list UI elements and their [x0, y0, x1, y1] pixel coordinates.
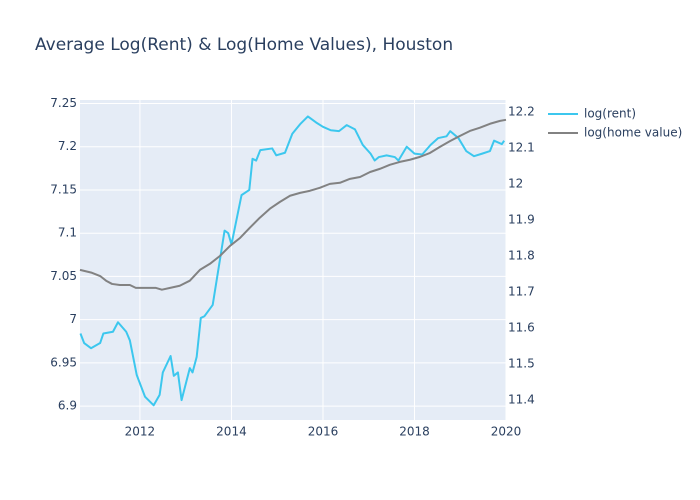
y-tick-label: 7.05 [50, 269, 77, 283]
x-tick-label: 2020 [491, 425, 522, 439]
y2-tick-label: 11.4 [508, 392, 535, 406]
y2-tick-label: 11.6 [508, 320, 535, 334]
y-tick-label: 7 [69, 312, 77, 326]
legend-label: log(rent) [584, 107, 636, 121]
y2-tick-label: 12.1 [508, 140, 535, 154]
y2-tick-label: 12.2 [508, 104, 535, 118]
y-tick-label: 7.1 [58, 226, 77, 240]
x-tick-label: 2018 [399, 425, 430, 439]
y-tick-label: 7.25 [50, 96, 77, 110]
x-tick-label: 2016 [308, 425, 339, 439]
series-line [79, 115, 506, 407]
y2-tick-label: 12 [508, 176, 523, 190]
y2-tick-label: 11.9 [508, 212, 535, 226]
plot-background [80, 100, 506, 420]
y-tick-label: 6.95 [50, 355, 77, 369]
y2-tick-label: 11.7 [508, 284, 535, 298]
x-tick-label: 2014 [216, 425, 247, 439]
y2-tick-label: 11.8 [508, 248, 535, 262]
x-tick-label: 2012 [125, 425, 156, 439]
y-tick-label: 6.9 [58, 399, 77, 413]
legend-label: log(home value) [584, 126, 682, 140]
series-line [79, 118, 507, 291]
y2-tick-label: 11.5 [508, 356, 535, 370]
y-tick-label: 7.2 [58, 139, 77, 153]
y-tick-label: 7.15 [50, 182, 77, 196]
chart-title: Average Log(Rent) & Log(Home Values), Ho… [35, 35, 453, 55]
